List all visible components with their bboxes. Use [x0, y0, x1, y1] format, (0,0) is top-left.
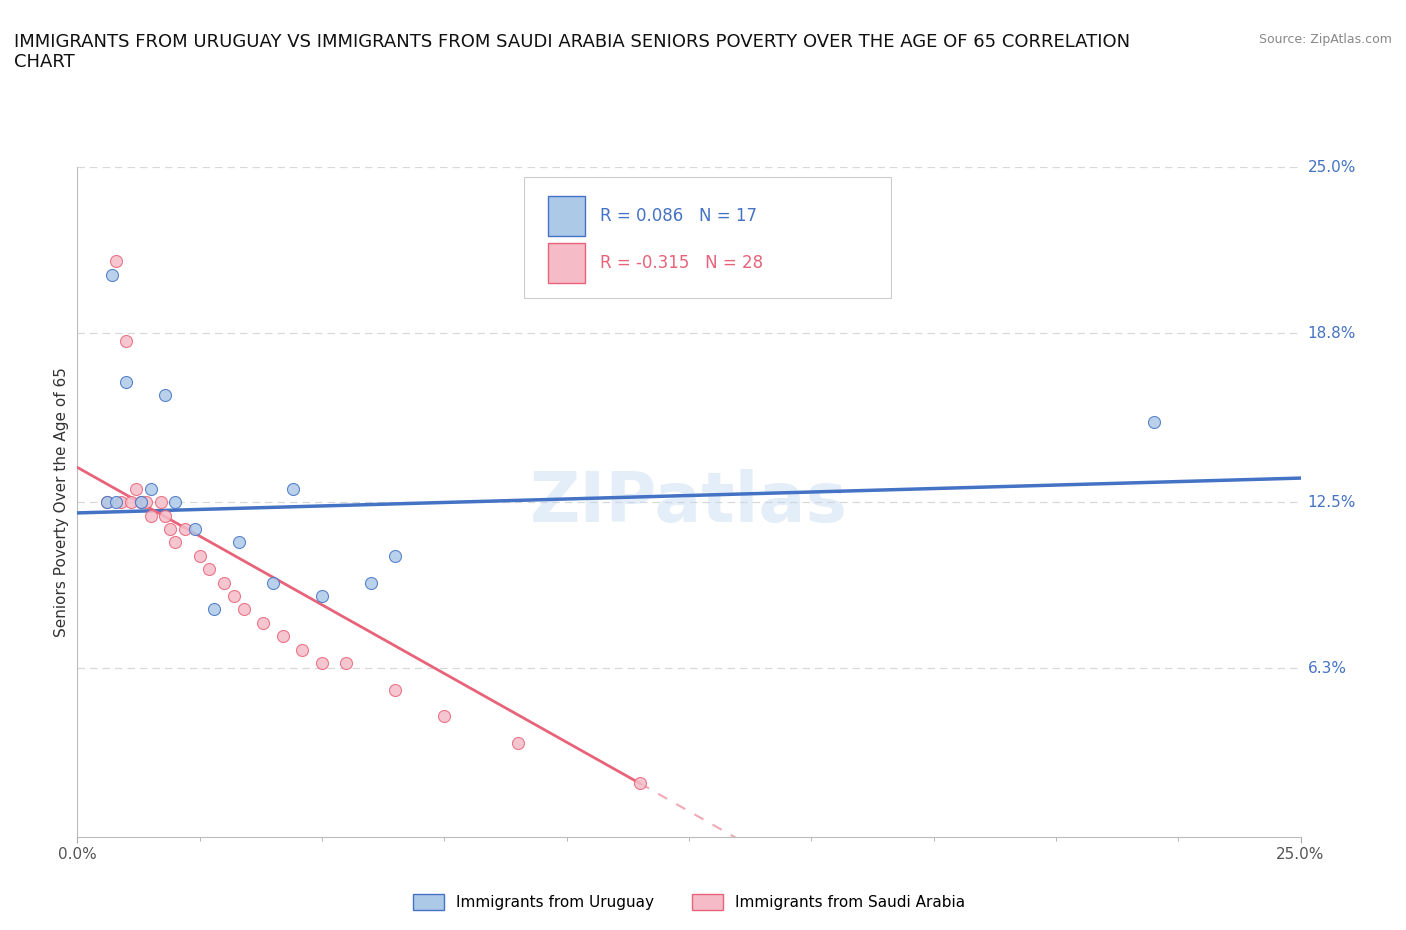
- Point: [135, 495, 157, 510]
- Point: [384, 683, 406, 698]
- Point: [281, 482, 304, 497]
- Point: [335, 656, 357, 671]
- Point: [105, 495, 128, 510]
- Point: [222, 589, 245, 604]
- Point: [232, 602, 254, 617]
- Text: R = 0.086   N = 17: R = 0.086 N = 17: [599, 207, 756, 225]
- Point: [96, 495, 118, 510]
- Point: [174, 522, 197, 537]
- Point: [115, 374, 138, 389]
- Text: 12.5%: 12.5%: [1308, 495, 1355, 510]
- Point: [139, 482, 162, 497]
- Point: [155, 388, 177, 403]
- Point: [198, 562, 221, 577]
- Point: [159, 522, 181, 537]
- Point: [149, 495, 172, 510]
- Point: [311, 589, 333, 604]
- Point: [184, 522, 207, 537]
- Point: [115, 334, 138, 349]
- Point: [1143, 415, 1166, 430]
- Text: IMMIGRANTS FROM URUGUAY VS IMMIGRANTS FROM SAUDI ARABIA SENIORS POVERTY OVER THE: IMMIGRANTS FROM URUGUAY VS IMMIGRANTS FR…: [14, 33, 1130, 72]
- Point: [139, 508, 162, 523]
- Point: [155, 508, 177, 523]
- Point: [506, 736, 529, 751]
- Y-axis label: Seniors Poverty Over the Age of 65: Seniors Poverty Over the Age of 65: [53, 367, 69, 637]
- Text: ZIPatlas: ZIPatlas: [530, 469, 848, 536]
- Point: [628, 776, 651, 790]
- Point: [360, 575, 382, 590]
- Point: [96, 495, 118, 510]
- Point: [105, 254, 128, 269]
- Text: 18.8%: 18.8%: [1308, 326, 1355, 341]
- Point: [271, 629, 294, 644]
- FancyBboxPatch shape: [524, 178, 891, 298]
- Point: [188, 549, 211, 564]
- Point: [120, 495, 142, 510]
- Point: [165, 495, 187, 510]
- Point: [384, 549, 406, 564]
- Point: [291, 642, 314, 657]
- FancyBboxPatch shape: [548, 243, 585, 284]
- Text: Source: ZipAtlas.com: Source: ZipAtlas.com: [1258, 33, 1392, 46]
- Point: [252, 616, 274, 631]
- Point: [129, 495, 152, 510]
- FancyBboxPatch shape: [548, 196, 585, 236]
- Legend: Immigrants from Uruguay, Immigrants from Saudi Arabia: Immigrants from Uruguay, Immigrants from…: [406, 888, 972, 916]
- Point: [129, 495, 152, 510]
- Point: [110, 495, 132, 510]
- Point: [125, 482, 148, 497]
- Text: 25.0%: 25.0%: [1308, 160, 1355, 175]
- Point: [262, 575, 284, 590]
- Point: [228, 535, 250, 550]
- Point: [311, 656, 333, 671]
- Point: [100, 267, 122, 282]
- Point: [165, 535, 187, 550]
- Point: [212, 575, 235, 590]
- Text: R = -0.315   N = 28: R = -0.315 N = 28: [599, 254, 763, 272]
- Point: [433, 709, 456, 724]
- Text: 6.3%: 6.3%: [1308, 660, 1347, 676]
- Point: [202, 602, 225, 617]
